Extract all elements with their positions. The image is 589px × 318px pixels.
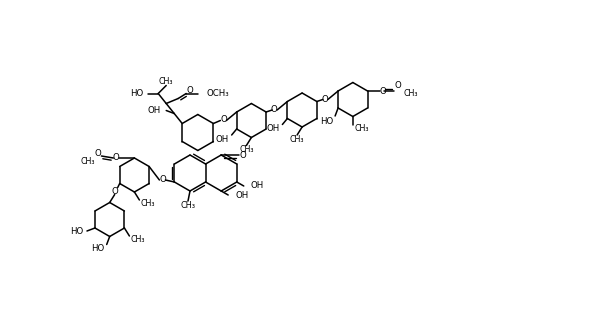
Text: HO: HO [91, 244, 105, 253]
Text: O: O [220, 115, 227, 124]
Text: CH₃: CH₃ [159, 77, 173, 86]
Text: OCH₃: OCH₃ [206, 89, 229, 98]
Text: CH₃: CH₃ [290, 135, 305, 143]
Text: O: O [322, 95, 328, 104]
Text: CH₃: CH₃ [239, 145, 254, 154]
Text: HO: HO [130, 89, 143, 98]
Text: O: O [379, 86, 386, 95]
Text: O: O [240, 150, 247, 160]
Text: OH: OH [251, 182, 264, 190]
Text: O: O [111, 187, 118, 196]
Text: OH: OH [148, 106, 161, 115]
Text: CH₃: CH₃ [180, 202, 196, 211]
Text: OH: OH [266, 124, 279, 133]
Text: O: O [187, 86, 194, 95]
Text: CH₃: CH₃ [140, 199, 155, 209]
Text: O: O [112, 154, 119, 162]
Text: O: O [94, 149, 101, 157]
Text: OH: OH [235, 190, 249, 199]
Text: OH: OH [216, 135, 229, 143]
Text: O: O [394, 81, 401, 91]
Text: O: O [159, 176, 166, 184]
Text: HO: HO [320, 116, 333, 126]
Text: CH₃: CH₃ [403, 89, 418, 99]
Text: CH₃: CH₃ [130, 236, 145, 245]
Text: CH₃: CH₃ [81, 157, 95, 167]
Text: O: O [271, 106, 277, 114]
Text: CH₃: CH₃ [355, 124, 369, 133]
Text: HO: HO [70, 226, 83, 236]
